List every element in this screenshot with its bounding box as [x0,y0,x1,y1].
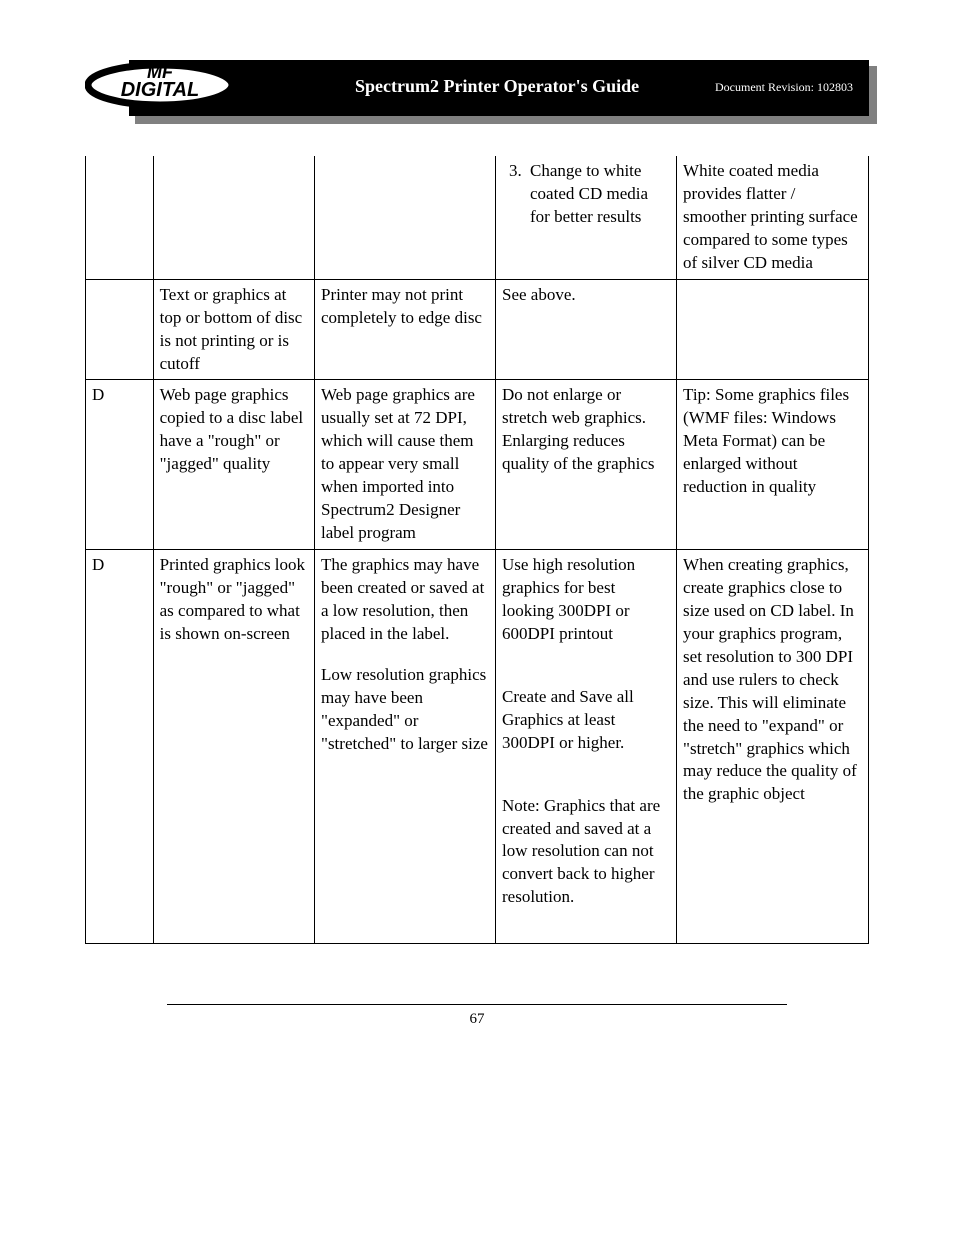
mf-digital-logo: MF DIGITAL [85,56,235,114]
cause-text: The graphics may have been created or sa… [321,555,484,643]
table-row: D Printed graphics look "rough" or "jagg… [86,550,869,944]
table-row: Text or graphics at top or bottom of dis… [86,279,869,380]
cell-action: See above. [496,279,677,380]
cell-category [86,279,154,380]
cell-action: Do not enlarge or stretch web graphics. … [496,380,677,550]
action-text: Change to white coated CD media for bett… [530,161,648,226]
cell-note: Tip: Some graphics files (WMF files: Win… [677,380,869,550]
cell-action: Change to white coated CD media for bett… [496,156,677,279]
action-text: See above. [502,285,576,304]
table-row: Change to white coated CD media for bett… [86,156,869,279]
symptom-text: Printed graphics look "rough" or "jagged… [160,555,305,643]
cell-cause [315,156,496,279]
cell-action: Use high resolution graphics for best lo… [496,550,677,944]
header-shadow-right [869,66,877,124]
category-letter: D [92,555,104,574]
cell-category: D [86,550,154,944]
note-text: When creating graphics, create graphics … [683,555,857,803]
cell-symptom: Printed graphics look "rough" or "jagged… [153,550,314,944]
note-text: White coated media provides flatter / sm… [683,161,858,272]
action-text: Note: Graphics that are created and save… [502,796,660,907]
cell-category: D [86,380,154,550]
cell-symptom: Text or graphics at top or bottom of dis… [153,279,314,380]
cause-text: Web page graphics are usually set at 72 … [321,385,475,542]
cause-text: Printer may not print completely to edge… [321,285,482,327]
header-revision: Document Revision: 102803 [715,80,853,95]
cell-note: White coated media provides flatter / sm… [677,156,869,279]
cause-text: Low resolution graphics may have been "e… [321,665,488,753]
action-text: Do not enlarge or stretch web graphics. … [502,385,655,473]
cell-cause: The graphics may have been created or sa… [315,550,496,944]
cell-symptom: Web page graphics copied to a disc label… [153,380,314,550]
cell-symptom [153,156,314,279]
troubleshooting-table: Change to white coated CD media for bett… [85,156,869,944]
header-title: Spectrum2 Printer Operator's Guide [355,76,639,97]
page-number: 67 [85,1011,869,1028]
footer-rule [167,1004,787,1005]
page: MF DIGITAL Spectrum2 Printer Operator's … [0,0,954,1078]
header-bar: MF DIGITAL Spectrum2 Printer Operator's … [85,60,869,126]
cell-cause: Web page graphics are usually set at 72 … [315,380,496,550]
cell-category [86,156,154,279]
svg-text:DIGITAL: DIGITAL [121,79,200,101]
cell-note: When creating graphics, create graphics … [677,550,869,944]
category-letter: D [92,385,104,404]
cell-note [677,279,869,380]
symptom-text: Text or graphics at top or bottom of dis… [160,285,303,373]
note-text: Tip: Some graphics files (WMF files: Win… [683,385,849,496]
action-text: Create and Save all Graphics at least 30… [502,687,634,752]
page-footer: 67 [85,1004,869,1028]
action-text: Use high resolution graphics for best lo… [502,555,635,643]
header-shadow-bottom [135,116,869,124]
table-row: D Web page graphics copied to a disc lab… [86,380,869,550]
cell-cause: Printer may not print completely to edge… [315,279,496,380]
symptom-text: Web page graphics copied to a disc label… [160,385,304,473]
